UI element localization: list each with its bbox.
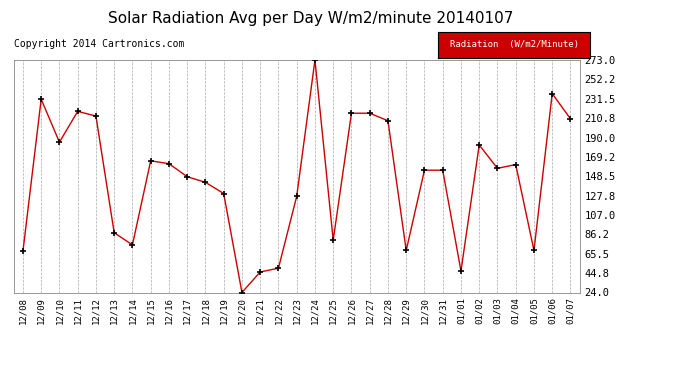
Text: Radiation  (W/m2/Minute): Radiation (W/m2/Minute) xyxy=(450,40,578,50)
Text: Solar Radiation Avg per Day W/m2/minute 20140107: Solar Radiation Avg per Day W/m2/minute … xyxy=(108,11,513,26)
Text: Copyright 2014 Cartronics.com: Copyright 2014 Cartronics.com xyxy=(14,39,184,49)
